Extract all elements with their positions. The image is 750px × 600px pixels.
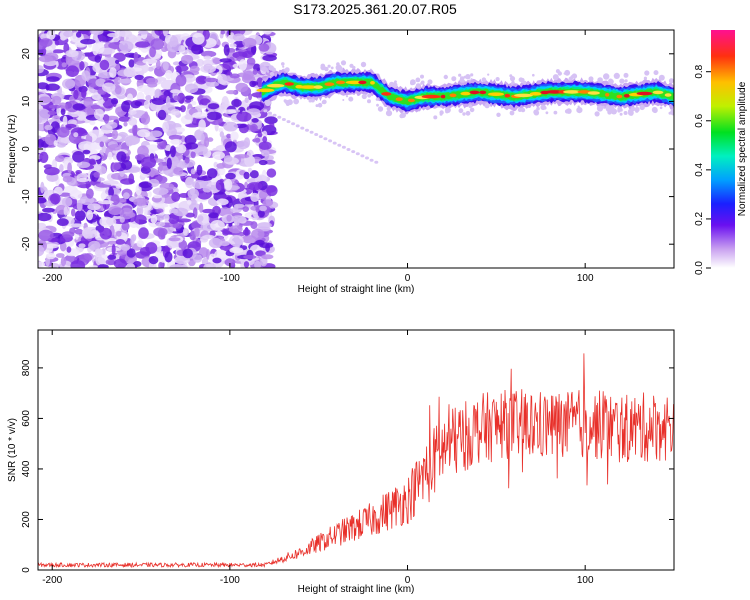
snr-xtick-label: 0: [405, 575, 411, 586]
colorbar-tick-label: 0.4: [694, 162, 705, 176]
snr-ytick-label: 200: [21, 511, 32, 528]
colorbar-tick-label: 0.0: [694, 261, 705, 275]
colorbar-ticks: 0.0 0.2 0.4 0.6 0.8: [694, 64, 711, 275]
spectrogram-ylabel: Frequency (Hz): [7, 115, 18, 184]
spectrogram-xtick-label: 0: [405, 273, 411, 284]
spectrogram-ytick-label: -10: [21, 189, 32, 204]
spectrogram-ytick-label: 0: [21, 146, 32, 152]
snr-ytick-label: 600: [21, 410, 32, 427]
snr-axes: -200 -100 0 100 0 200 400 600 800: [21, 330, 674, 586]
colorbar-tick-label: 0.8: [694, 64, 705, 78]
snr-xtick-label: -100: [220, 575, 240, 586]
snr-series-line: [38, 353, 674, 569]
spectrogram-xtick-label: -200: [42, 273, 62, 284]
spectrogram-ytick-label: 20: [21, 48, 32, 60]
spectrogram-heatmap: [38, 30, 674, 268]
spectrogram-xtick-label: -100: [220, 273, 240, 284]
snr-xtick-label: 100: [577, 575, 594, 586]
colorbar-tick-label: 0.2: [694, 212, 705, 226]
snr-ytick-label: 400: [21, 460, 32, 477]
colorbar-label: Normalized spectral amplitude: [737, 81, 748, 216]
colorbar: [711, 30, 735, 268]
spectrogram-xtick-label: 100: [577, 273, 594, 284]
snr-ylabel: SNR (10 * v/v): [7, 418, 18, 482]
snr-panel: -200 -100 0 100 0 200 400 600 800 Height of stra…: [7, 329, 675, 595]
spectrogram-ytick-label: 10: [21, 95, 32, 107]
spectrogram-ytick-label: -20: [21, 237, 32, 252]
snr-ytick-label: 800: [21, 359, 32, 376]
colorbar-tick-label: 0.6: [694, 113, 705, 127]
snr-ytick-label: 0: [21, 567, 32, 573]
chart-title: S173.2025.361.20.07.R05: [293, 1, 457, 17]
snr-xtick-label: -200: [42, 575, 62, 586]
spectrogram-xlabel: Height of straight line (km): [298, 284, 415, 295]
snr-xlabel: Height of straight line (km): [298, 584, 415, 595]
